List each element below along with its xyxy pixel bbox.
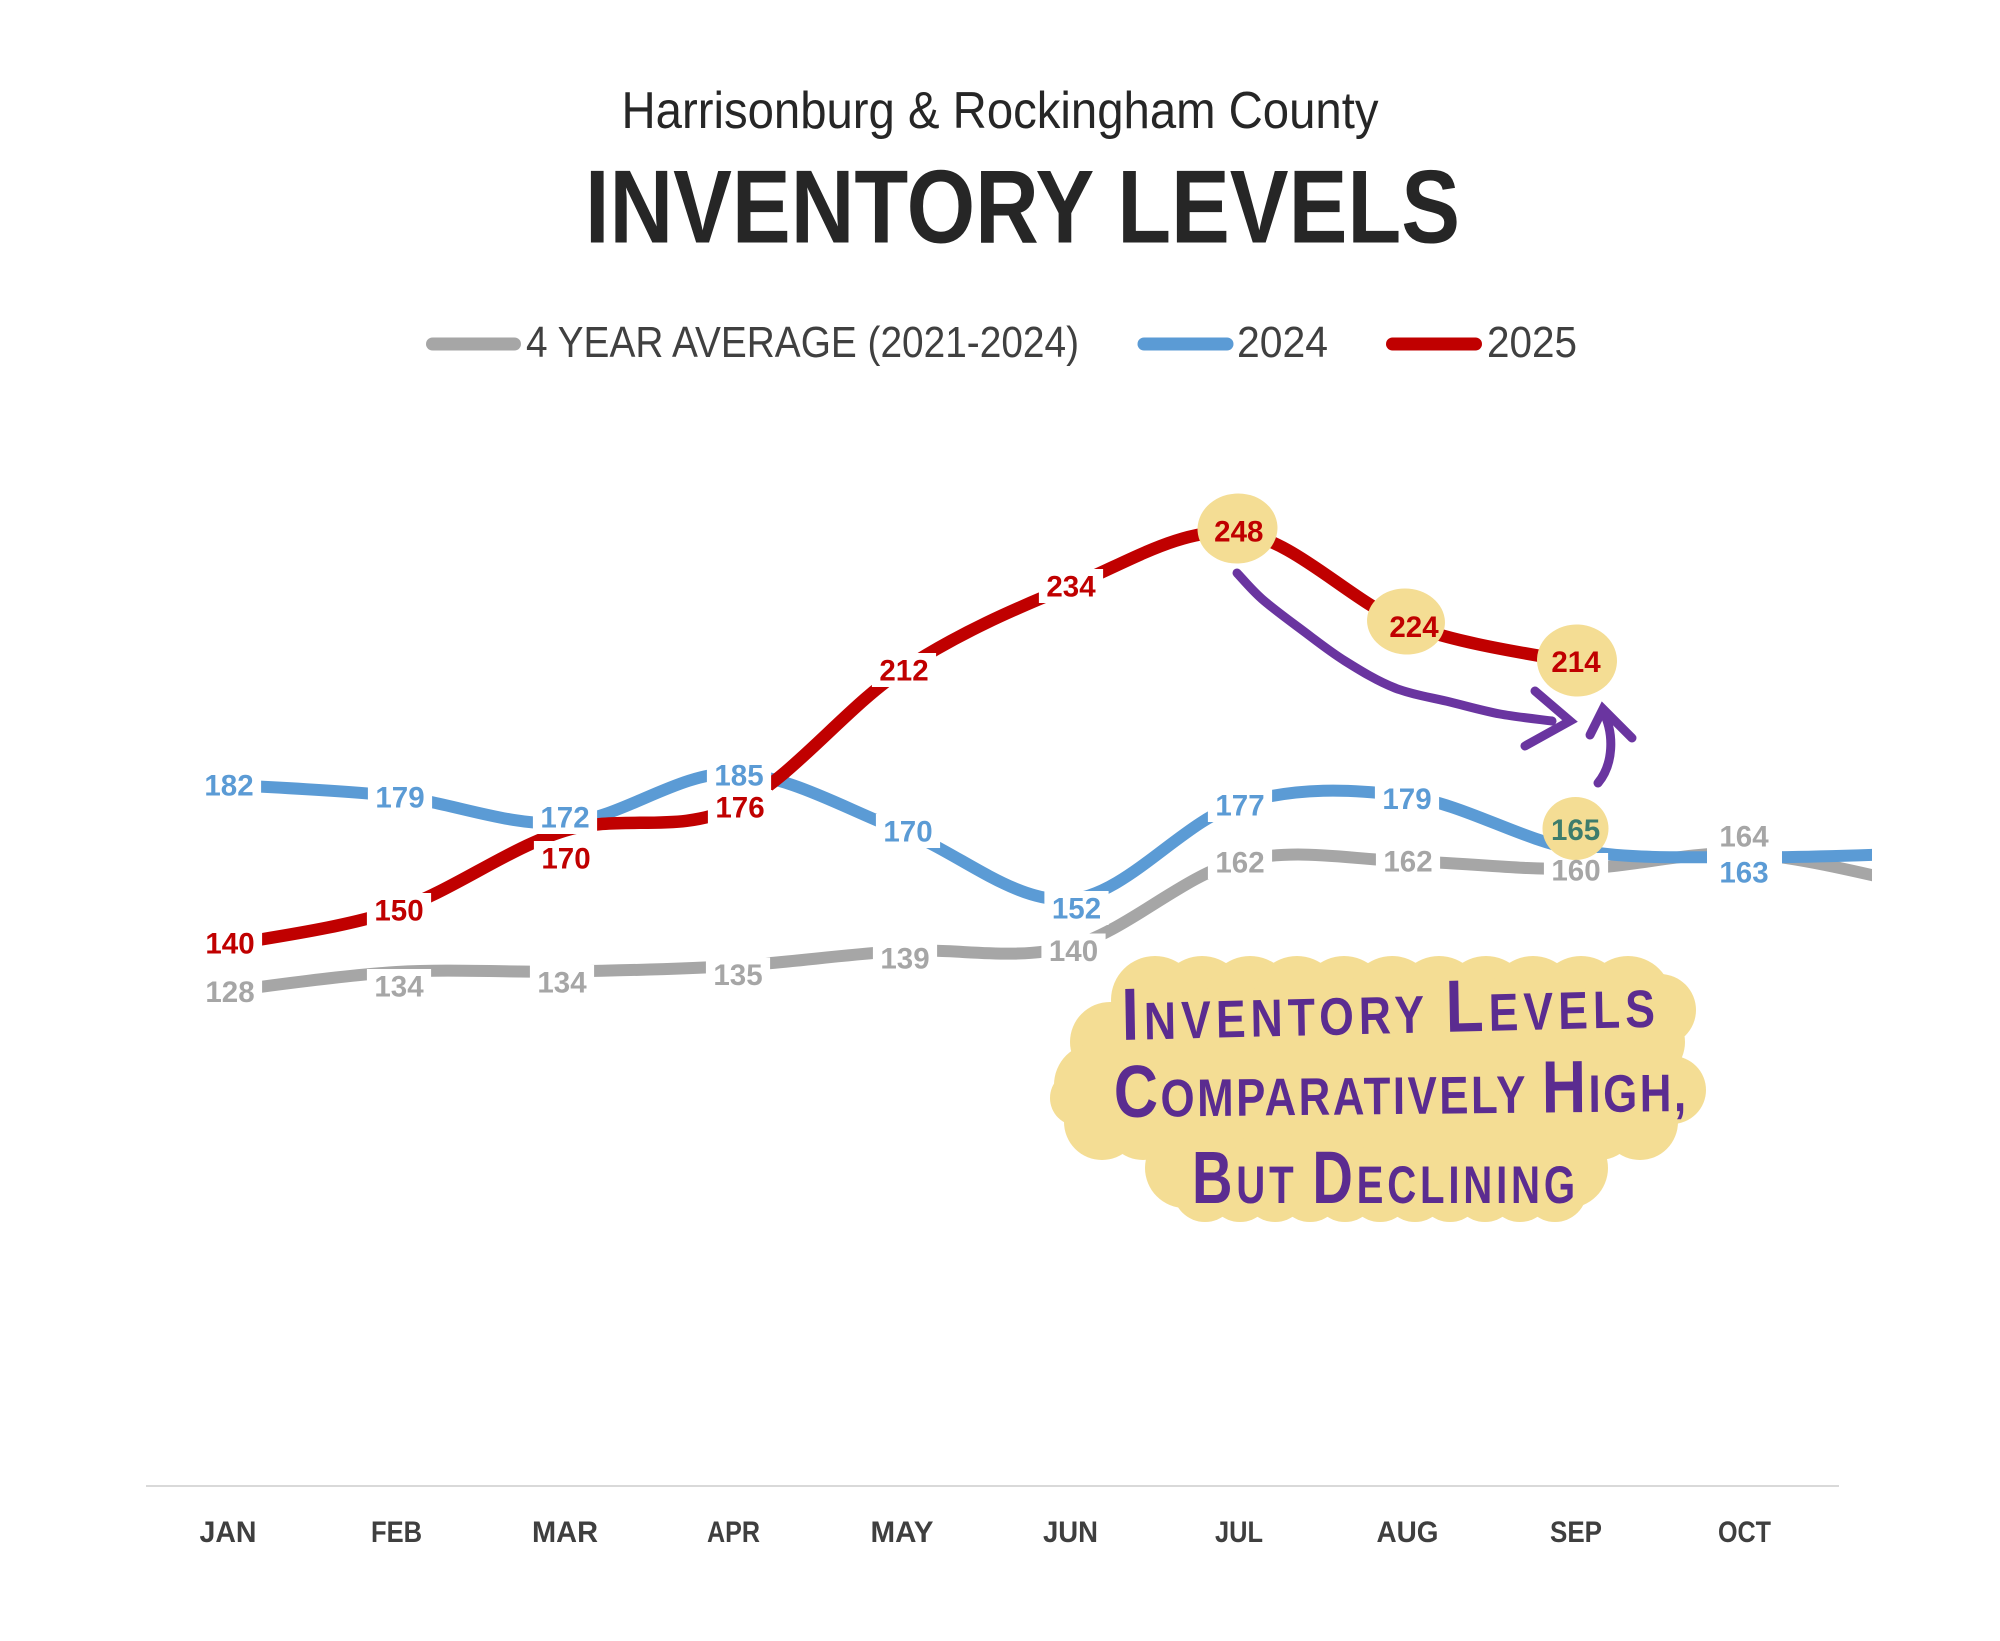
svg-text:140: 140 <box>205 928 254 961</box>
svg-text:170: 170 <box>883 816 932 849</box>
svg-text:INVENTORY LEVELS: INVENTORY LEVELS <box>585 150 1460 266</box>
svg-text:179: 179 <box>1382 783 1431 816</box>
svg-text:177: 177 <box>1215 790 1264 823</box>
svg-text:140: 140 <box>1049 935 1098 968</box>
svg-text:214: 214 <box>1551 646 1601 679</box>
svg-text:150: 150 <box>374 895 423 928</box>
svg-text:234: 234 <box>1046 571 1096 604</box>
svg-text:MAR: MAR <box>532 1516 598 1549</box>
svg-text:COMPARATIVELY HIGH,: COMPARATIVELY HIGH, <box>1114 1046 1689 1134</box>
svg-text:FEB: FEB <box>371 1516 422 1549</box>
svg-text:162: 162 <box>1383 846 1432 879</box>
svg-text:134: 134 <box>374 971 424 1004</box>
svg-text:JUL: JUL <box>1215 1516 1263 1549</box>
svg-text:2025: 2025 <box>1487 318 1577 367</box>
svg-text:164: 164 <box>1719 821 1769 854</box>
svg-text:APR: APR <box>707 1516 760 1549</box>
svg-text:179: 179 <box>375 782 424 815</box>
svg-text:128: 128 <box>205 976 254 1009</box>
svg-text:OCT: OCT <box>1718 1516 1771 1549</box>
svg-text:4 YEAR AVERAGE (2021-2024): 4 YEAR AVERAGE (2021-2024) <box>526 318 1079 367</box>
svg-text:163: 163 <box>1719 857 1768 890</box>
svg-text:JAN: JAN <box>200 1516 257 1549</box>
svg-text:AUG: AUG <box>1377 1516 1439 1549</box>
svg-text:176: 176 <box>715 792 764 825</box>
svg-text:165: 165 <box>1551 814 1600 847</box>
svg-text:135: 135 <box>713 959 762 992</box>
svg-text:212: 212 <box>879 655 928 688</box>
svg-text:134: 134 <box>537 967 587 1000</box>
svg-text:INVENTORY LEVELS: INVENTORY LEVELS <box>1121 961 1661 1057</box>
svg-text:BUT DECLINING: BUT DECLINING <box>1192 1137 1579 1219</box>
svg-text:185: 185 <box>714 760 763 793</box>
svg-text:172: 172 <box>540 802 589 835</box>
svg-text:2024: 2024 <box>1237 318 1328 367</box>
svg-text:152: 152 <box>1052 893 1101 926</box>
svg-text:JUN: JUN <box>1043 1516 1098 1549</box>
svg-text:182: 182 <box>204 770 253 803</box>
svg-text:224: 224 <box>1389 611 1439 644</box>
svg-text:SEP: SEP <box>1550 1516 1602 1549</box>
svg-text:162: 162 <box>1215 847 1264 880</box>
svg-text:248: 248 <box>1214 516 1263 549</box>
svg-text:139: 139 <box>880 943 929 976</box>
svg-text:160: 160 <box>1551 855 1600 888</box>
svg-text:MAY: MAY <box>871 1516 934 1549</box>
svg-text:170: 170 <box>541 843 590 876</box>
svg-text:Harrisonburg & Rockingham Coun: Harrisonburg & Rockingham County <box>622 82 1379 140</box>
